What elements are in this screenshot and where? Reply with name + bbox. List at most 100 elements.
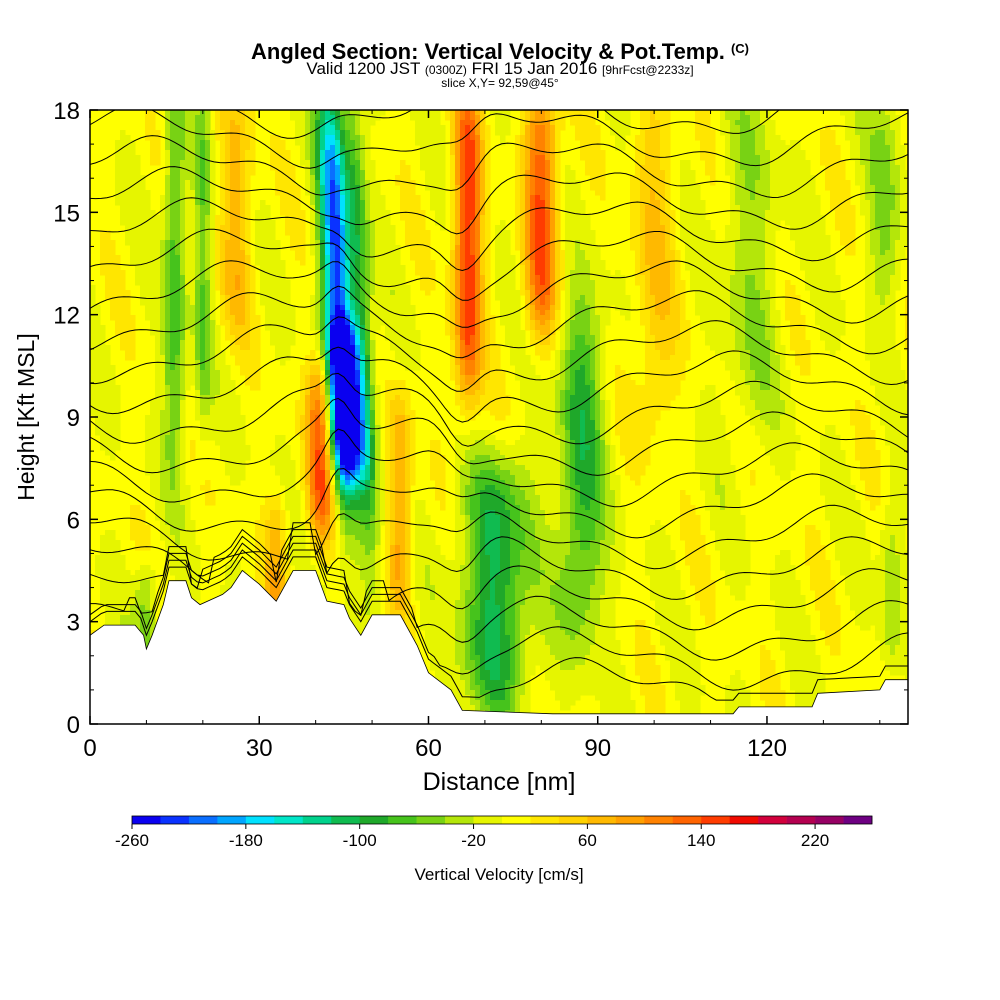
velocity-cell (125, 190, 131, 196)
velocity-cell (225, 300, 231, 306)
velocity-cell (325, 520, 331, 526)
velocity-cell (310, 245, 316, 251)
velocity-cell (120, 555, 126, 561)
velocity-cell (300, 235, 306, 241)
velocity-cell (210, 150, 216, 156)
velocity-cell (345, 465, 351, 471)
velocity-cell (180, 360, 186, 366)
velocity-cell (330, 550, 336, 556)
velocity-cell (310, 115, 316, 121)
velocity-cell (370, 535, 376, 541)
velocity-cell (90, 290, 96, 296)
velocity-cell (350, 255, 356, 261)
velocity-cell (165, 355, 171, 361)
velocity-cell (235, 185, 241, 191)
velocity-cell (375, 290, 381, 296)
velocity-cell (265, 505, 271, 511)
velocity-cell (350, 355, 356, 361)
velocity-cell (355, 205, 361, 211)
velocity-cell (350, 570, 356, 576)
velocity-cell (380, 290, 386, 296)
velocity-cell (335, 435, 341, 441)
velocity-cell (105, 290, 111, 296)
velocity-cell (165, 480, 171, 486)
velocity-cell (320, 325, 326, 331)
velocity-cell (210, 185, 216, 191)
velocity-cell (330, 250, 336, 256)
velocity-cell (350, 140, 356, 146)
velocity-cell (190, 240, 196, 246)
velocity-cell (380, 460, 386, 466)
velocity-cell (205, 140, 211, 146)
velocity-cell (335, 120, 341, 126)
velocity-cell (285, 280, 291, 286)
velocity-cell (225, 440, 231, 446)
velocity-cell (190, 590, 196, 596)
velocity-cell (355, 480, 361, 486)
velocity-cell (390, 400, 396, 406)
velocity-cell (365, 405, 371, 411)
velocity-cell (115, 295, 121, 301)
velocity-cell (350, 525, 356, 531)
velocity-cell (205, 410, 211, 416)
velocity-cell (325, 295, 331, 301)
velocity-cell (275, 445, 281, 451)
velocity-cell (335, 190, 341, 196)
velocity-cell (350, 560, 356, 566)
velocity-cell (250, 110, 256, 116)
velocity-cell (210, 275, 216, 281)
velocity-cell (110, 400, 116, 406)
velocity-cell (205, 190, 211, 196)
velocity-cell (215, 400, 221, 406)
velocity-cell (105, 540, 111, 546)
velocity-cell (360, 195, 366, 201)
velocity-cell (195, 360, 201, 366)
velocity-cell (355, 275, 361, 281)
velocity-cell (390, 275, 396, 281)
velocity-cell (375, 490, 381, 496)
velocity-cell (335, 420, 341, 426)
velocity-cell (390, 265, 396, 271)
velocity-cell (240, 185, 246, 191)
velocity-cell (170, 395, 176, 401)
velocity-cell (385, 305, 391, 311)
velocity-cell (130, 150, 136, 156)
velocity-cell (100, 595, 106, 601)
velocity-cell (360, 585, 366, 591)
velocity-cell (125, 150, 131, 156)
velocity-cell (155, 320, 161, 326)
velocity-cell (275, 315, 281, 321)
velocity-cell (250, 320, 256, 326)
velocity-cell (340, 125, 346, 131)
velocity-cell (300, 260, 306, 266)
velocity-cell (205, 205, 211, 211)
velocity-cell (190, 120, 196, 126)
velocity-cell (330, 230, 336, 236)
velocity-cell (235, 290, 241, 296)
velocity-cell (290, 470, 296, 476)
velocity-cell (165, 250, 171, 256)
velocity-cell (100, 420, 106, 426)
velocity-cell (330, 530, 336, 536)
velocity-cell (120, 320, 126, 326)
velocity-cell (325, 185, 331, 191)
velocity-cell (190, 335, 196, 341)
velocity-cell (255, 240, 261, 246)
velocity-cell (110, 240, 116, 246)
velocity-cell (245, 270, 251, 276)
velocity-cell (360, 180, 366, 186)
velocity-cell (215, 130, 221, 136)
velocity-cell (350, 215, 356, 221)
velocity-cell (265, 540, 271, 546)
velocity-cell (225, 435, 231, 441)
velocity-cell (130, 185, 136, 191)
velocity-cell (215, 330, 221, 336)
velocity-cell (210, 250, 216, 256)
velocity-cell (105, 360, 111, 366)
velocity-cell (390, 465, 396, 471)
velocity-cell (330, 310, 336, 316)
velocity-cell (320, 485, 326, 491)
velocity-cell (355, 210, 361, 216)
velocity-cell (180, 245, 186, 251)
velocity-cell (280, 525, 286, 531)
